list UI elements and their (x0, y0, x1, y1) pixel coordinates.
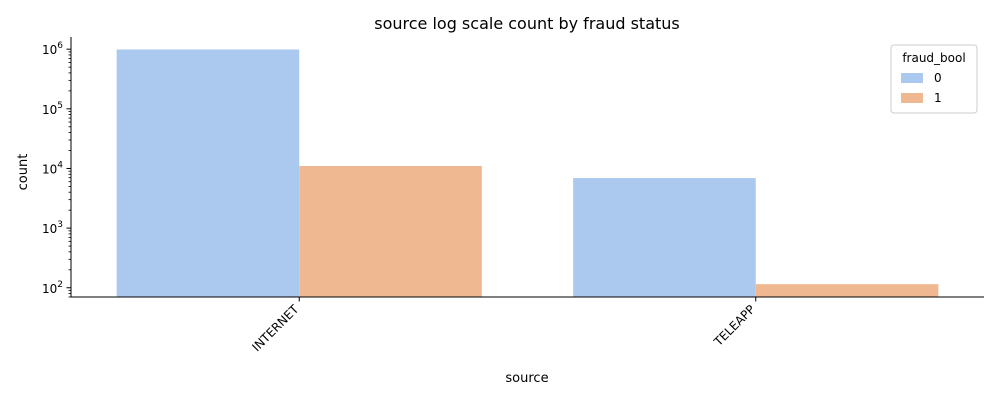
y-axis: 102 103 104 105 106 (42, 37, 72, 298)
bar-internet-series-0 (116, 49, 300, 297)
legend-title: fraud_bool (902, 51, 965, 65)
bar-teleapp-series-1 (755, 284, 939, 297)
y-tick-label: 102 (42, 280, 63, 296)
bars-group (116, 49, 939, 297)
x-tick-label-teleapp: TELEAPP (711, 302, 758, 349)
legend-label-1: 1 (934, 91, 942, 105)
bar-teleapp-series-0 (573, 178, 756, 297)
x-axis: INTERNET TELEAPP (71, 296, 984, 355)
y-tick-label: 106 (42, 41, 63, 57)
chart-title: source log scale count by fraud status (374, 14, 680, 33)
y-tick-label: 105 (42, 101, 63, 117)
x-tick-label-internet: INTERNET (249, 302, 302, 355)
y-tick-label: 104 (42, 160, 63, 176)
x-axis-label: source (505, 371, 548, 386)
bar-internet-series-1 (299, 166, 482, 297)
legend-label-0: 0 (934, 71, 942, 85)
legend-swatch-0 (901, 73, 923, 83)
y-axis-label: count (16, 154, 31, 191)
legend-swatch-1 (901, 93, 923, 103)
legend: fraud_bool 0 1 (890, 44, 978, 114)
y-tick-label: 103 (42, 220, 63, 236)
